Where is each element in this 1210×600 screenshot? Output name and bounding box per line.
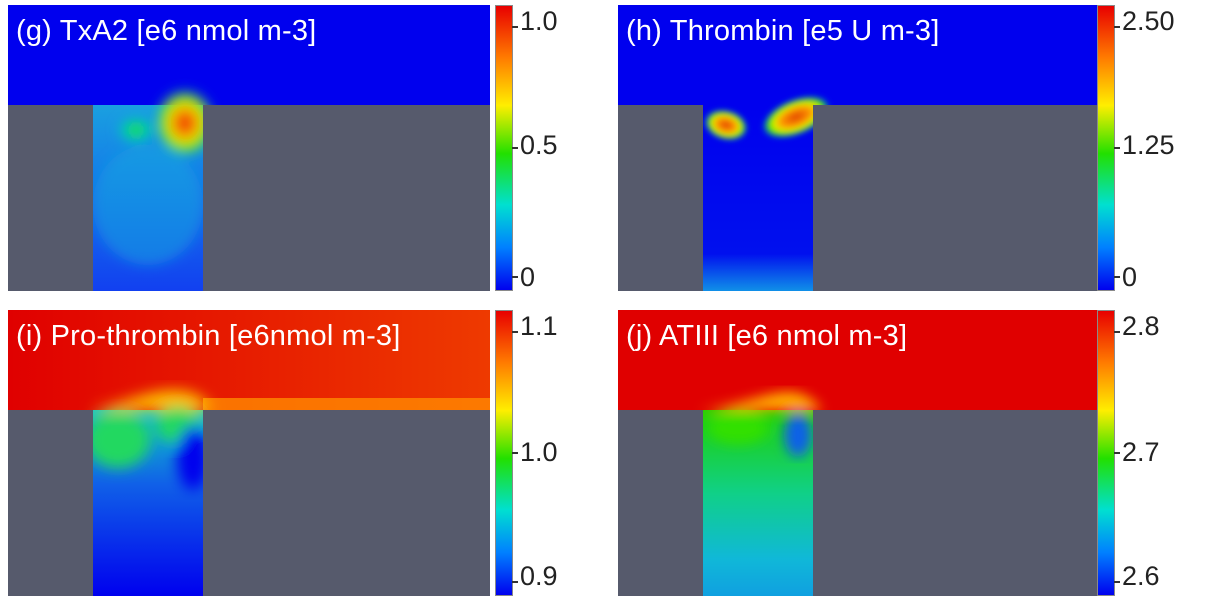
panel-j-title: (j) ATIII [e6 nmol m-3] xyxy=(626,320,908,352)
field-h: (h) Thrombin [e5 U m-3] xyxy=(618,5,1100,291)
colorbar-j-min-label: 2.6 xyxy=(1122,561,1160,591)
field-j-plot xyxy=(618,310,1100,596)
colorbar-g xyxy=(495,5,518,291)
colorbar-g-mid-label: 0.5 xyxy=(520,130,558,160)
colorbar-i-max-label: 1.1 xyxy=(520,311,558,341)
panel-g-title: (g) TxA2 [e6 nmol m-3] xyxy=(16,15,317,47)
panel-h: (h) Thrombin [e5 U m-3] 2.50 1.25 0 xyxy=(610,0,1210,300)
colorbar-j-mid-label: 2.7 xyxy=(1122,437,1160,467)
colorbar-i-mid-label: 1.0 xyxy=(520,437,558,467)
colorbar-h-mid-label: 1.25 xyxy=(1122,130,1175,160)
panel-h-title: (h) Thrombin [e5 U m-3] xyxy=(626,15,940,47)
colorbar-g-min-label: 0 xyxy=(520,262,536,292)
panel-g: (g) TxA2 [e6 nmol m-3] 1.0 0.5 0 xyxy=(0,0,600,300)
field-h-plot xyxy=(618,5,1100,291)
panel-i: (i) Pro-thrombin [e6nmol m-3] 1.1 1.0 0.… xyxy=(0,305,600,600)
colorbar-g-max-label: 1.0 xyxy=(520,6,558,36)
colorbar-i xyxy=(495,310,518,596)
colorbar-i-min-label: 0.9 xyxy=(520,561,558,591)
colorbar-h xyxy=(1097,5,1120,291)
field-j: (j) ATIII [e6 nmol m-3] xyxy=(618,310,1100,596)
field-g-plot xyxy=(8,5,490,291)
field-i: (i) Pro-thrombin [e6nmol m-3] xyxy=(8,310,490,596)
colorbar-h-max-label: 2.50 xyxy=(1122,6,1175,36)
panel-j: (j) ATIII [e6 nmol m-3] 2.8 2.7 2.6 xyxy=(610,305,1210,600)
panel-i-title: (i) Pro-thrombin [e6nmol m-3] xyxy=(16,320,401,352)
colorbar-j-max-label: 2.8 xyxy=(1122,311,1160,341)
colorbar-h-min-label: 0 xyxy=(1122,262,1138,292)
colorbar-j xyxy=(1097,310,1120,596)
field-g: (g) TxA2 [e6 nmol m-3] xyxy=(8,5,490,291)
field-i-plot xyxy=(8,310,490,596)
